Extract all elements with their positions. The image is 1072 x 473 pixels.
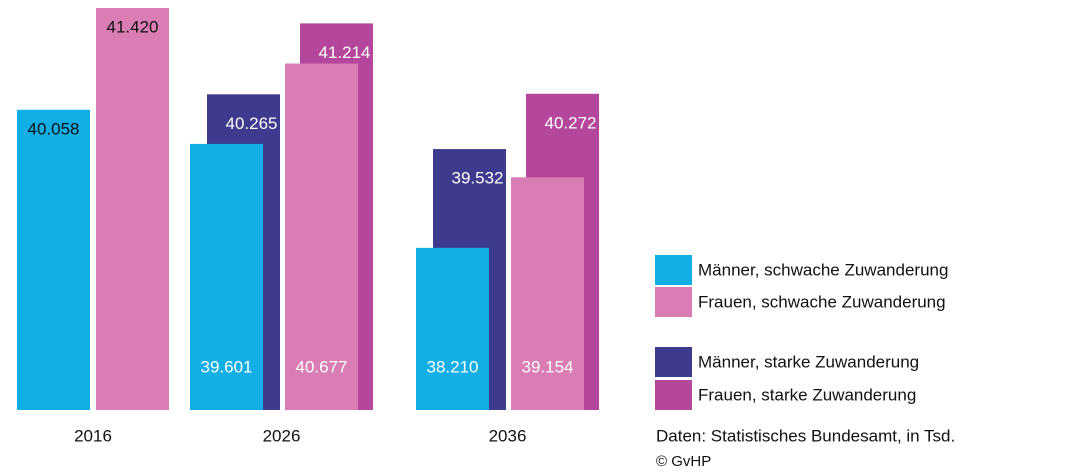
- legend-label: Männer, schwache Zuwanderung: [698, 260, 948, 279]
- value-label: 39.154: [522, 357, 574, 376]
- value-label: 40.265: [226, 114, 278, 133]
- value-label: 41.420: [107, 17, 159, 36]
- x-tick-label: 2016: [74, 426, 112, 445]
- legend-swatch: [655, 347, 692, 377]
- value-label: 40.272: [545, 113, 597, 132]
- legend-label: Frauen, starke Zuwanderung: [698, 385, 916, 404]
- legend-swatch: [655, 380, 692, 410]
- x-tick-label: 2026: [263, 426, 301, 445]
- value-label: 40.677: [296, 357, 348, 376]
- x-tick-label: 2036: [489, 426, 527, 445]
- source: Daten: Statistisches Bundesamt, in Tsd.: [656, 426, 955, 445]
- value-label: 39.601: [201, 357, 253, 376]
- legend-swatch: [655, 287, 692, 317]
- bar: [17, 110, 90, 410]
- legend-label: Männer, starke Zuwanderung: [698, 352, 919, 371]
- chart: Daten: Statistisches Bundesamt, in Tsd. …: [0, 0, 1072, 473]
- value-label: 39.532: [452, 169, 504, 188]
- value-label: 38.210: [427, 357, 479, 376]
- value-label: 40.058: [28, 119, 80, 138]
- copyright: © GvHP: [656, 453, 711, 470]
- bar: [416, 248, 489, 410]
- value-label: 41.214: [319, 43, 371, 62]
- legend-swatch: [655, 255, 692, 285]
- bar: [96, 8, 169, 410]
- legend-label: Frauen, schwache Zuwanderung: [698, 292, 946, 311]
